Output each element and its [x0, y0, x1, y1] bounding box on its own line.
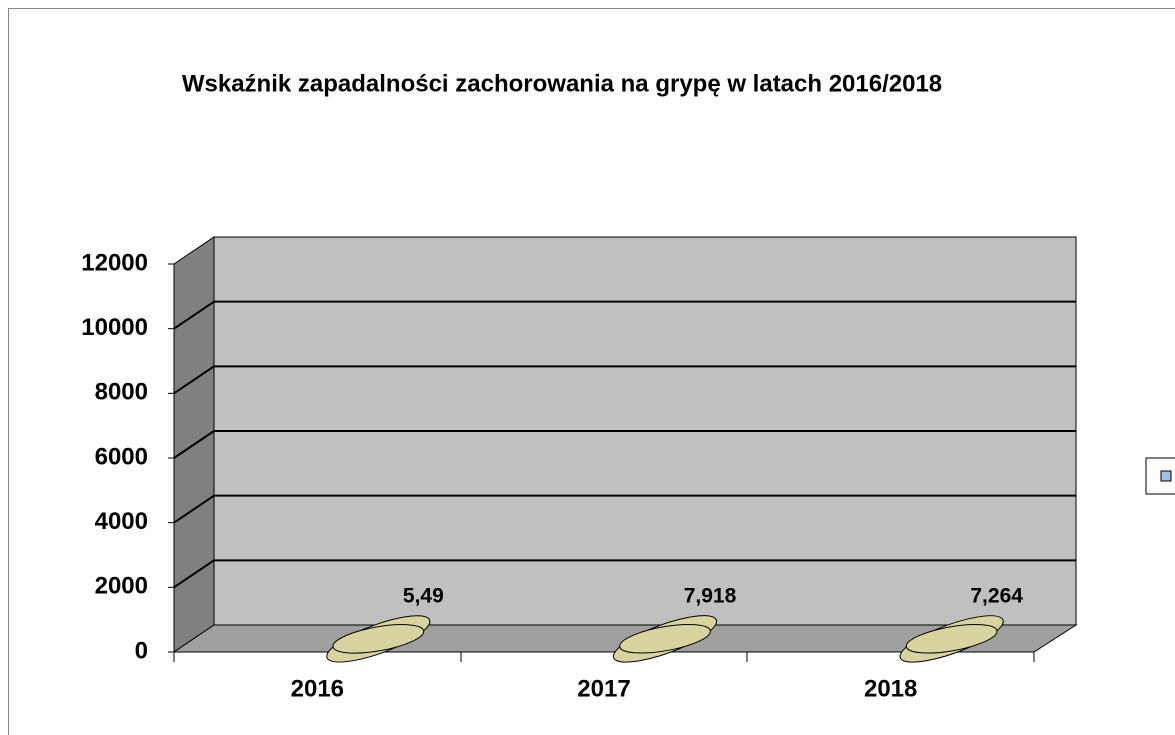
grid-line — [173, 365, 215, 395]
y-tick-label: 2000 — [95, 573, 148, 600]
value-label: 5,49 — [403, 584, 444, 607]
x-tick-label: 2016 — [291, 675, 344, 702]
grid-line — [173, 300, 215, 330]
chart-title: Wskaźnik zapadalności zachorowania na gr… — [182, 70, 942, 97]
value-label: 7,264 — [970, 584, 1023, 607]
bar-top — [332, 624, 425, 654]
x-tick-label: 2018 — [864, 675, 917, 702]
value-label: 7,918 — [684, 584, 737, 607]
x-tick-label: 2017 — [577, 675, 630, 702]
y-tick-label: 4000 — [95, 508, 148, 535]
bar-top — [619, 623, 711, 654]
bar-top — [905, 624, 998, 654]
y-tick-label: 6000 — [95, 443, 148, 470]
y-tick-label: 12000 — [81, 249, 148, 276]
y-tick-label: 8000 — [95, 379, 148, 406]
y-tick-label: 0 — [135, 637, 148, 664]
legend-swatch — [1160, 470, 1172, 482]
grid-line — [173, 559, 215, 589]
grid-line — [173, 494, 215, 524]
y-tick-label: 10000 — [81, 314, 148, 341]
grid-line — [173, 430, 215, 459]
